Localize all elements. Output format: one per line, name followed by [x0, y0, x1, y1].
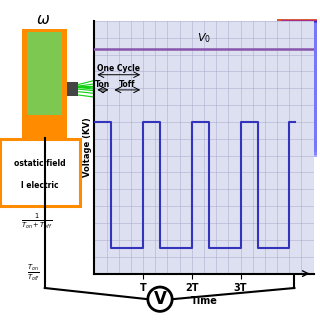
Text: $\frac{1}{T_{on}+T_{off}}$: $\frac{1}{T_{on}+T_{off}}$: [21, 211, 53, 231]
Text: $\omega$: $\omega$: [36, 12, 50, 27]
Bar: [292, 23, 317, 157]
Text: V: V: [154, 290, 166, 308]
Text: Ton: Ton: [95, 80, 110, 89]
Bar: [67, 82, 78, 96]
Bar: [22, 29, 67, 138]
Y-axis label: Voltage (KV): Voltage (KV): [83, 117, 92, 177]
X-axis label: Time: Time: [191, 296, 217, 306]
FancyBboxPatch shape: [0, 139, 80, 206]
Text: $V_0$: $V_0$: [197, 31, 211, 45]
Circle shape: [148, 287, 172, 311]
Text: Toff: Toff: [119, 80, 136, 89]
Bar: [281, 20, 317, 150]
Text: $\frac{T_{on}}{T_{off}}$: $\frac{T_{on}}{T_{off}}$: [27, 262, 40, 283]
Bar: [27, 32, 62, 115]
Bar: [284, 21, 317, 152]
Text: l electric: l electric: [21, 181, 59, 190]
Bar: [277, 19, 317, 147]
Bar: [288, 22, 317, 155]
Text: One Cycle: One Cycle: [97, 64, 140, 73]
Text: ostatic field: ostatic field: [14, 159, 66, 168]
